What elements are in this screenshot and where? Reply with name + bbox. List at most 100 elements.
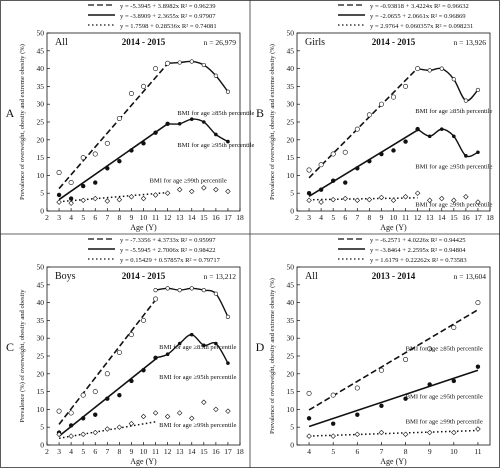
curve-point [439, 127, 444, 131]
data-point [330, 421, 336, 426]
data-point [93, 412, 98, 417]
data-point [378, 429, 385, 436]
data-point [427, 382, 432, 387]
series-label: BMI for age ≥95th percentile [177, 142, 254, 149]
data-point [104, 371, 110, 377]
y-tick-label: 45 [37, 280, 45, 289]
data-point [354, 431, 361, 438]
panel-letter: D [256, 340, 265, 354]
legend-equation: y = -3.8464 + 2.2595x R² = 0.94804 [370, 247, 466, 254]
x-tick-label: 3 [57, 447, 61, 456]
fit-line [308, 309, 479, 411]
data-point [306, 197, 312, 204]
fit-line [58, 299, 157, 425]
data-point [165, 121, 170, 126]
data-point [189, 415, 195, 422]
data-point [213, 186, 219, 193]
series-filled-circle: BMI for age ≥95th percentile [306, 126, 493, 197]
x-tick-label: 4 [319, 213, 323, 222]
data-point [475, 364, 481, 369]
y-tick-label: 50 [287, 29, 295, 38]
y-tick-label: 50 [37, 29, 45, 38]
x-tick-label: 9 [130, 213, 134, 222]
x-tick-label: 7 [355, 213, 359, 222]
series-filled-circle: BMI for age ≥95th percentile [56, 332, 236, 437]
y-tick-label: 45 [287, 46, 295, 55]
x-tick-label: 12 [414, 213, 422, 222]
data-point [153, 66, 159, 72]
x-tick-label: 18 [236, 447, 244, 456]
data-point [68, 423, 74, 428]
x-tick-label: 12 [164, 213, 172, 222]
data-point [117, 392, 122, 398]
data-point [93, 180, 98, 185]
data-point [153, 296, 159, 302]
data-point [128, 91, 134, 97]
x-tick-label: 14 [188, 213, 196, 222]
data-point [68, 410, 74, 416]
x-tick-label: 3 [57, 213, 61, 222]
data-point [355, 166, 360, 171]
data-point [390, 197, 397, 204]
y-tick-label: 0 [40, 441, 44, 450]
data-point [141, 83, 147, 89]
data-point [451, 325, 457, 331]
x-tick-label: 2 [45, 213, 49, 222]
curve-point [427, 134, 432, 139]
x-tick-label: 18 [486, 213, 494, 222]
y-tick-label: 15 [37, 387, 45, 396]
x-tick-label: 8 [368, 213, 372, 222]
x-tick-label: 2 [45, 447, 49, 456]
data-point [439, 195, 445, 202]
data-point [402, 194, 409, 200]
x-tick-label: 14 [438, 213, 446, 222]
x-tick-label: 5 [81, 213, 85, 222]
series-open-circle: BMI for age ≥85th percentile [306, 66, 493, 179]
data-point [128, 194, 135, 200]
data-point [355, 412, 360, 417]
series-label: BMI for age ≥85th percentile [406, 346, 483, 353]
data-point [427, 346, 433, 352]
data-point [225, 408, 231, 414]
series-label: BMI for age ≥99th percentile [406, 419, 483, 426]
data-point [463, 194, 469, 200]
x-tick-label: 12 [164, 447, 172, 456]
data-point [128, 332, 134, 338]
y-tick-label: 0 [290, 207, 294, 216]
series-label: BMI for age ≥95th percentile [415, 163, 492, 170]
data-point [92, 429, 98, 436]
data-point [176, 410, 183, 416]
series-open-diamond: BMI for age ≥99th percentile [306, 190, 493, 209]
x-tick-label: 4 [307, 447, 311, 456]
data-point [225, 188, 231, 195]
data-point [378, 367, 384, 373]
data-point [140, 195, 147, 202]
data-point [105, 166, 110, 171]
curve-point [226, 139, 230, 144]
curve-point [189, 286, 194, 291]
y-tick-label: 15 [287, 387, 295, 396]
data-point [367, 158, 372, 164]
x-tick-label: 11 [152, 213, 159, 222]
x-tick-label: 18 [236, 213, 244, 222]
data-point [80, 155, 86, 161]
x-tick-label: 6 [93, 447, 97, 456]
y-tick-label: 40 [287, 64, 295, 73]
data-point [141, 317, 147, 323]
x-tick-label: 5 [331, 447, 335, 456]
curve-point [165, 352, 170, 357]
data-point [68, 180, 74, 186]
data-point [354, 126, 360, 132]
y-axis-label: Prevalence (%) of overweight, obesity an… [19, 289, 26, 423]
y-tick-label: 5 [290, 423, 294, 432]
curve-point [201, 288, 206, 293]
series-open-circle: BMI for age ≥85th percentile [56, 286, 236, 425]
x-tick-label: 16 [212, 213, 220, 222]
sample-size: n = 13,926 [454, 38, 487, 47]
x-tick-label: 16 [212, 447, 220, 456]
legend-equation: y = -2.0655 + 2.0661x R² = 0.96869 [370, 13, 466, 20]
curve-point [226, 361, 230, 365]
data-point [330, 392, 336, 398]
data-point [201, 399, 207, 406]
y-tick-label: 40 [37, 64, 45, 73]
